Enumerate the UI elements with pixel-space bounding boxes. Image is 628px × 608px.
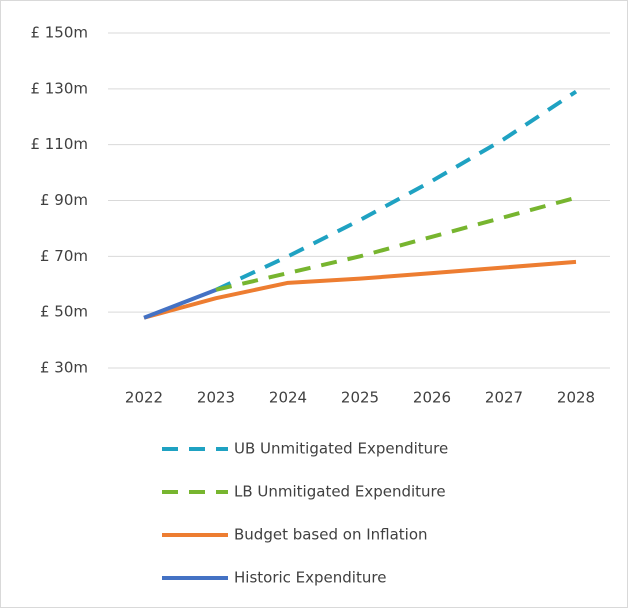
y-tick-label: £ 30m	[40, 359, 88, 377]
y-tick-label: £ 150m	[30, 24, 88, 42]
y-tick-label: £ 90m	[40, 191, 88, 209]
y-tick-label: £ 110m	[30, 135, 88, 153]
legend-label: Historic Expenditure	[234, 569, 386, 587]
x-tick-label: 2027	[485, 389, 523, 407]
legend-label: UB Unmitigated Expenditure	[234, 440, 448, 458]
series-line	[143, 287, 217, 320]
legend-label: Budget based on Inflation	[234, 526, 428, 544]
y-tick-label: £ 70m	[40, 247, 88, 265]
x-tick-label: 2022	[125, 389, 163, 407]
series-line	[143, 259, 577, 320]
x-tick-label: 2025	[341, 389, 379, 407]
x-tick-label: 2023	[197, 389, 235, 407]
y-tick-label: £ 50m	[40, 303, 88, 321]
series-line	[215, 89, 578, 292]
legend-label: LB Unmitigated Expenditure	[234, 483, 446, 501]
x-tick-label: 2026	[413, 389, 451, 407]
series-line	[215, 195, 577, 292]
x-tick-label: 2024	[269, 389, 307, 407]
y-tick-label: £ 130m	[30, 79, 88, 97]
x-tick-label: 2028	[557, 389, 595, 407]
